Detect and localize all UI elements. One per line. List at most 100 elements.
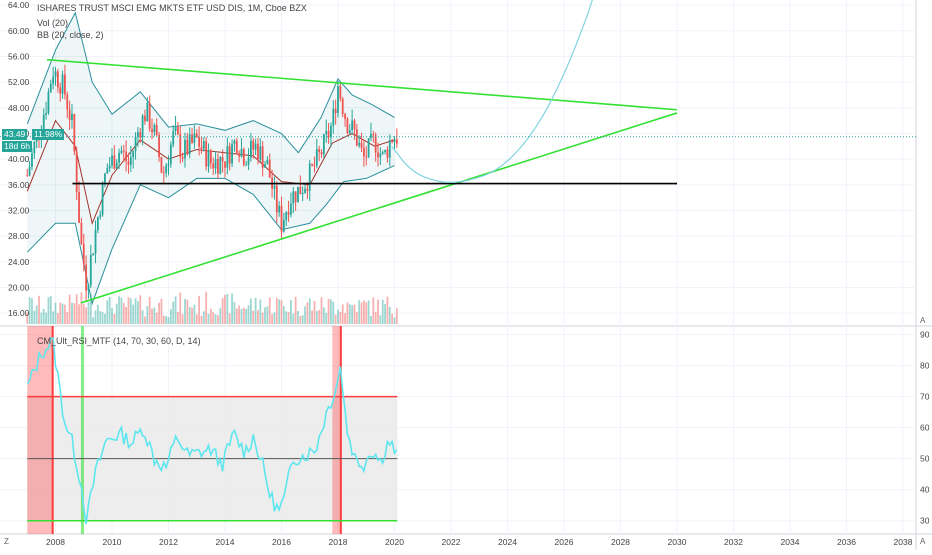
candle-body[interactable] [301, 192, 304, 195]
candle-body[interactable] [191, 134, 193, 143]
candle-body[interactable] [115, 162, 118, 169]
zoom-button[interactable]: Z [4, 537, 9, 546]
candle-body[interactable] [80, 222, 83, 244]
candle-body[interactable] [330, 125, 332, 138]
candle-body[interactable] [249, 140, 252, 158]
candle-body[interactable] [155, 125, 158, 135]
candle-body[interactable] [64, 74, 66, 95]
candle-body[interactable] [193, 133, 196, 143]
candle-body[interactable] [104, 173, 106, 183]
candle-body[interactable] [287, 212, 290, 215]
candle-body[interactable] [325, 131, 328, 134]
candle-body[interactable] [235, 140, 238, 154]
candle-body[interactable] [233, 140, 236, 144]
candle-body[interactable] [379, 153, 382, 158]
candle-body[interactable] [337, 86, 339, 114]
candle-body[interactable] [240, 148, 243, 157]
rsi-pane[interactable] [26, 326, 398, 534]
candle-body[interactable] [231, 143, 233, 164]
candle-body[interactable] [195, 133, 198, 138]
candle-body[interactable] [297, 186, 299, 203]
candle-body[interactable] [374, 134, 377, 153]
candle-body[interactable] [71, 113, 73, 121]
candle-body[interactable] [205, 141, 208, 167]
candle-body[interactable] [148, 102, 151, 130]
candle-body[interactable] [320, 152, 323, 155]
candle-body[interactable] [259, 146, 262, 160]
candle-body[interactable] [52, 76, 55, 84]
candle-body[interactable] [111, 155, 113, 166]
candle-body[interactable] [169, 144, 172, 164]
bollinger-upper-line[interactable] [26, 11, 395, 154]
candle-body[interactable] [172, 130, 175, 145]
candle-body[interactable] [285, 212, 288, 221]
candle-body[interactable] [162, 172, 165, 174]
candle-body[interactable] [202, 141, 205, 149]
candle-body[interactable] [334, 108, 337, 114]
candle-body[interactable] [42, 114, 45, 131]
candle-body[interactable] [122, 150, 125, 152]
candle-body[interactable] [228, 146, 231, 164]
auto-scale-button-rsi[interactable]: A [920, 537, 926, 546]
candle-body[interactable] [108, 165, 111, 169]
candle-body[interactable] [217, 159, 219, 174]
candle-body[interactable] [212, 163, 215, 169]
projection-arc[interactable] [391, 0, 593, 183]
candle-body[interactable] [87, 285, 90, 291]
candle-body[interactable] [209, 150, 212, 164]
candle-body[interactable] [146, 102, 149, 122]
candle-body[interactable] [92, 253, 95, 255]
candle-body[interactable] [134, 136, 137, 152]
candle-body[interactable] [247, 157, 250, 165]
candle-body[interactable] [47, 92, 50, 114]
candle-body[interactable] [214, 159, 217, 169]
candle-body[interactable] [395, 139, 398, 144]
candle-body[interactable] [85, 264, 88, 291]
candle-body[interactable] [160, 157, 163, 173]
candle-body[interactable] [355, 129, 358, 146]
candle-body[interactable] [89, 254, 92, 286]
candle-body[interactable] [101, 182, 104, 215]
candle-body[interactable] [73, 113, 76, 152]
candle-body[interactable] [278, 205, 281, 213]
candle-body[interactable] [26, 175, 29, 177]
candle-body[interactable] [153, 125, 156, 133]
candle-body[interactable] [327, 131, 330, 138]
candle-body[interactable] [221, 157, 224, 162]
candle-body[interactable] [280, 205, 283, 232]
candle-body[interactable] [384, 149, 386, 153]
candle-body[interactable] [370, 134, 372, 139]
candle-body[interactable] [341, 98, 344, 114]
candle-body[interactable] [290, 203, 292, 215]
candle-body[interactable] [306, 188, 309, 191]
candle-body[interactable] [179, 134, 182, 157]
candle-body[interactable] [381, 152, 384, 154]
candle-body[interactable] [238, 153, 241, 157]
candle-body[interactable] [292, 191, 295, 204]
candles[interactable] [26, 64, 398, 301]
candle-body[interactable] [268, 159, 271, 178]
resistance-trendline[interactable] [46, 58, 678, 111]
candle-body[interactable] [68, 109, 71, 121]
candle-body[interactable] [45, 113, 47, 115]
candle-body[interactable] [393, 139, 396, 143]
candle-body[interactable] [346, 118, 349, 134]
legend-rsi[interactable]: CM_Ult_RSI_MTF (14, 70, 30, 60, D, 14) [37, 336, 201, 346]
candle-body[interactable] [266, 159, 269, 165]
candle-body[interactable] [144, 115, 146, 122]
candle-body[interactable] [61, 74, 64, 94]
candle-body[interactable] [313, 165, 316, 167]
candle-body[interactable] [273, 185, 276, 189]
candle-body[interactable] [151, 129, 153, 133]
candle-body[interactable] [75, 151, 78, 193]
candle-body[interactable] [66, 94, 69, 110]
candle-body[interactable] [275, 185, 278, 213]
candle-body[interactable] [261, 146, 264, 168]
candle-body[interactable] [33, 141, 36, 154]
candle-body[interactable] [99, 214, 102, 218]
candle-body[interactable] [257, 143, 259, 160]
candle-body[interactable] [129, 157, 132, 165]
candle-body[interactable] [78, 192, 80, 223]
